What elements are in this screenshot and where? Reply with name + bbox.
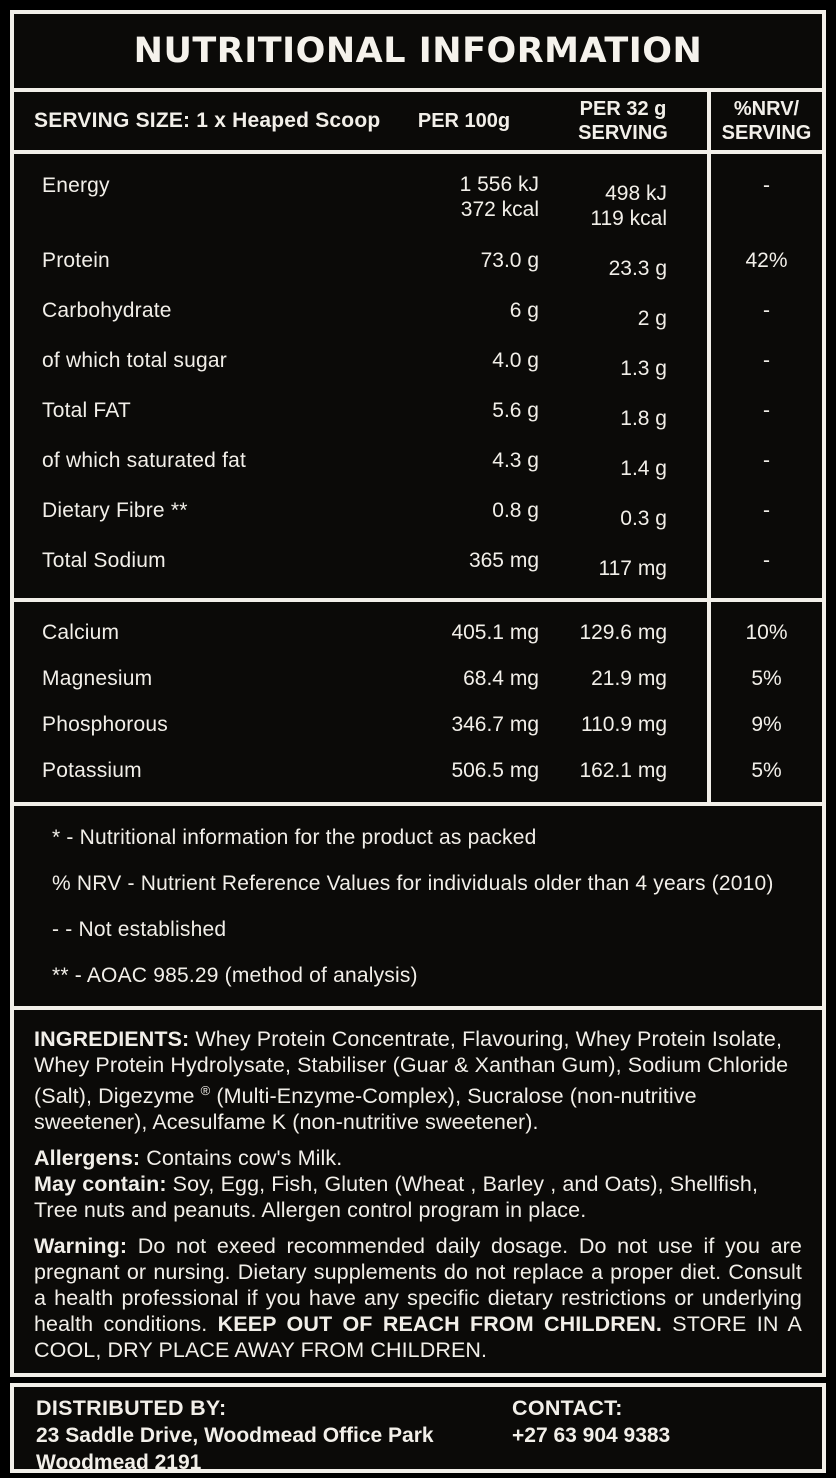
per-serving-value: 117 mg (598, 557, 668, 580)
nutrient-label: of which saturated fat (42, 449, 247, 472)
table-header-row: SERVING SIZE: 1 x Heaped Scoop PER 100g … (14, 92, 822, 154)
footnotes-section: * - Nutritional information for the prod… (14, 806, 822, 1010)
nrv-value: 10% (745, 621, 788, 644)
may-contain-label: May contain: (34, 1172, 167, 1197)
page-title: NUTRITIONAL INFORMATION (133, 31, 703, 71)
nrv-value: - (763, 549, 770, 572)
nutrient-label: Energy (42, 174, 110, 197)
nrv-value: - (763, 399, 770, 422)
distributed-by-label: DISTRIBUTED BY: (36, 1396, 227, 1421)
table-row-energy: Energy 1 556 kJ 372 kcal 498 kJ 119 kcal… (14, 162, 822, 236)
footnote-aoac: ** - AOAC 985.29 (method of analysis) (52, 964, 418, 987)
nutrient-label: Total FAT (42, 399, 131, 422)
per-serving-value: 1.4 g (620, 457, 667, 480)
contact-label: CONTACT: (512, 1396, 623, 1421)
nutrient-label: Total Sodium (42, 549, 166, 572)
table-row-dietary-fibre: Dietary Fibre ** 0.8 g 0.3 g - (14, 486, 822, 536)
minerals-section: Calcium 405.1 mg 129.6 mg 10% Magnesium … (14, 602, 822, 806)
table-row-magnesium: Magnesium 68.4 mg 21.9 mg 5% (14, 656, 822, 702)
warning-label: Warning: (34, 1234, 128, 1259)
allergens-line: Allergens: Contains cow's Milk. (34, 1146, 343, 1171)
allergens-paragraph: Allergens: Contains cow's Milk. May cont… (34, 1145, 802, 1223)
per-serving-value: 21.9 mg (591, 667, 667, 690)
nrv-value: - (763, 349, 770, 372)
per-100g-value: 1 556 kJ 372 kcal (459, 173, 539, 221)
per-serving-header: PER 32 g SERVING (578, 98, 668, 144)
nutrient-label: Phosphorous (42, 713, 168, 736)
nutrient-label: Dietary Fibre ** (42, 499, 188, 522)
nrv-value: - (763, 299, 770, 322)
table-row-total-fat: Total FAT 5.6 g 1.8 g - (14, 386, 822, 436)
nutrition-table: SERVING SIZE: 1 x Heaped Scoop PER 100g … (14, 92, 822, 806)
ingredients-label: INGREDIENTS: (34, 1027, 190, 1051)
nutrient-label: Potassium (42, 759, 142, 782)
per-100g-value: 73.0 g (480, 249, 539, 272)
nutrient-label: of which total sugar (42, 349, 227, 372)
nrv-header: %NRV/ SERVING (721, 98, 812, 144)
per-100g-value: 68.4 mg (463, 667, 539, 690)
nrv-value: 42% (745, 249, 788, 272)
per-100g-value: 5.6 g (492, 399, 539, 422)
table-row-phosphorous: Phosphorous 346.7 mg 110.9 mg 9% (14, 702, 822, 748)
per-100g-value: 405.1 mg (451, 621, 539, 644)
may-contain-line: May contain: Soy, Egg, Fish, Gluten (Whe… (34, 1172, 759, 1223)
per-serving-value: 110.9 mg (581, 713, 667, 736)
nutrition-panel: NUTRITIONAL INFORMATION SERVING SIZE: 1 … (10, 10, 826, 1378)
table-row-total-sugar: of which total sugar 4.0 g 1.3 g - (14, 336, 822, 386)
table-row-total-sodium: Total Sodium 365 mg 117 mg - (14, 536, 822, 586)
distributor-address-line1: 23 Saddle Drive, Woodmead Office Park (36, 1424, 434, 1448)
per-serving-value: 2 g (637, 307, 667, 330)
distributor-address-line2: Woodmead 2191 (36, 1451, 202, 1475)
table-row-saturated-fat: of which saturated fat 4.3 g 1.4 g - (14, 436, 822, 486)
nrv-column-divider (707, 92, 711, 806)
contact-phone: +27 63 904 9383 (512, 1424, 671, 1448)
per-serving-value: 1.3 g (620, 357, 667, 380)
per-serving-value: 1.8 g (620, 407, 667, 430)
allergens-label: Allergens: (34, 1146, 141, 1171)
distributor-block: DISTRIBUTED BY: 23 Saddle Drive, Woodmea… (36, 1395, 512, 1476)
per-100g-value: 346.7 mg (451, 713, 539, 736)
ingredients-section: INGREDIENTS: Whey Protein Concentrate, F… (14, 1010, 822, 1373)
footnote-not-established: - - Not established (52, 918, 227, 941)
per-serving-value: 129.6 mg (579, 621, 667, 644)
contact-block: CONTACT: +27 63 904 9383 (512, 1395, 812, 1476)
nrv-value: 9% (751, 713, 782, 736)
ingredients-paragraph: INGREDIENTS: Whey Protein Concentrate, F… (34, 1027, 789, 1135)
table-row-protein: Protein 73.0 g 23.3 g 42% (14, 236, 822, 286)
registered-trademark-symbol: ® (200, 1083, 211, 1098)
per-serving-value: 162.1 mg (579, 759, 667, 782)
per-serving-value: 498 kJ 119 kcal (590, 182, 667, 230)
table-row-carbohydrate: Carbohydrate 6 g 2 g - (14, 286, 822, 336)
per-100g-value: 365 mg (468, 549, 539, 572)
serving-size-header: SERVING SIZE: 1 x Heaped Scoop (34, 109, 381, 132)
per-serving-value: 23.3 g (608, 257, 667, 280)
per-100g-header: PER 100g (417, 110, 511, 132)
nutrients-section: Energy 1 556 kJ 372 kcal 498 kJ 119 kcal… (14, 154, 822, 602)
per-100g-value: 6 g (509, 299, 539, 322)
footnote-as-packed: * - Nutritional information for the prod… (52, 826, 537, 849)
footnote-nrv: % NRV - Nutrient Reference Values for in… (52, 872, 774, 895)
nrv-value: - (763, 174, 770, 197)
keep-out-of-reach-text: KEEP OUT OF REACH FROM CHILDREN. (217, 1312, 662, 1337)
table-row-calcium: Calcium 405.1 mg 129.6 mg 10% (14, 610, 822, 656)
nutrition-label: NUTRITIONAL INFORMATION SERVING SIZE: 1 … (10, 10, 826, 1476)
nrv-value: - (763, 499, 770, 522)
per-serving-value: 0.3 g (620, 507, 667, 530)
nutrient-label: Magnesium (42, 667, 153, 690)
nutrient-label: Carbohydrate (42, 299, 172, 322)
nutrient-label: Protein (42, 249, 110, 272)
per-100g-value: 506.5 mg (451, 759, 539, 782)
per-100g-value: 4.0 g (492, 349, 539, 372)
nutrient-label: Calcium (42, 621, 120, 644)
nrv-value: 5% (751, 759, 782, 782)
per-100g-value: 0.8 g (492, 499, 539, 522)
nrv-value: - (763, 449, 770, 472)
per-100g-value: 4.3 g (492, 449, 539, 472)
warning-paragraph: Warning: Do not exeed recommended daily … (34, 1234, 802, 1363)
nrv-value: 5% (751, 667, 782, 690)
distributor-contact-box: DISTRIBUTED BY: 23 Saddle Drive, Woodmea… (10, 1383, 826, 1476)
table-row-potassium: Potassium 506.5 mg 162.1 mg 5% (14, 748, 822, 794)
title-bar: NUTRITIONAL INFORMATION (14, 14, 822, 92)
